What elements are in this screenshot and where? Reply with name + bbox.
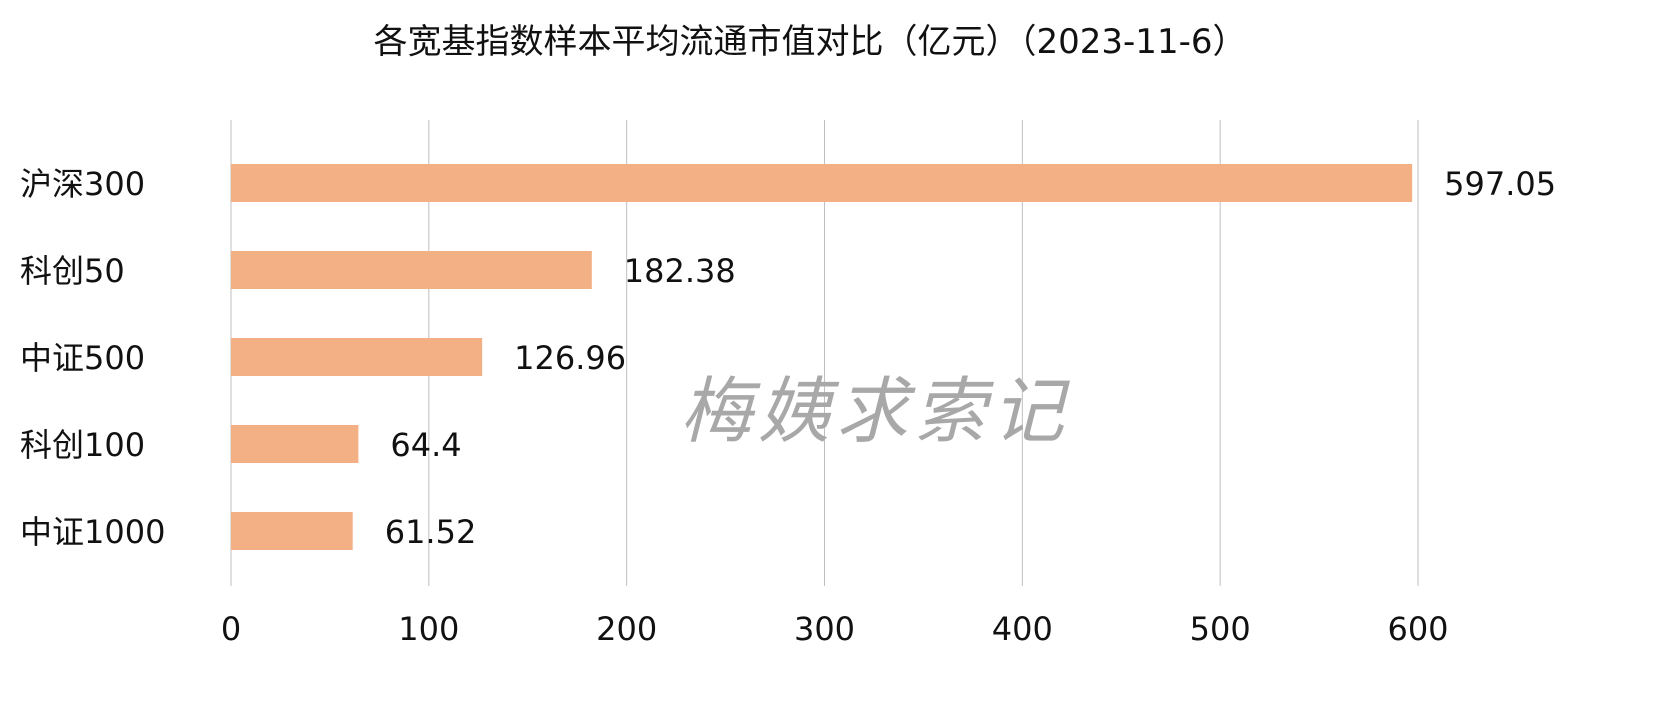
bar [231, 425, 359, 463]
watermark: 梅姨求索记 [680, 369, 1071, 453]
data-label: 64.4 [390, 426, 461, 464]
chart-title: 各宽基指数样本平均流通市值对比（亿元）（2023-11-6） [373, 22, 1247, 62]
y-category-label: 中证500 [20, 339, 145, 377]
bar [231, 251, 592, 289]
y-category-label: 科创50 [20, 252, 125, 290]
data-label: 182.38 [624, 252, 736, 290]
bar [231, 338, 483, 376]
x-tick-label: 300 [794, 610, 855, 648]
x-tick-label: 0 [221, 610, 241, 648]
y-category-label: 科创100 [20, 426, 145, 464]
x-tick-label: 100 [398, 610, 459, 648]
data-label: 61.52 [385, 513, 477, 551]
x-tick-label: 500 [1190, 610, 1251, 648]
x-tick-label: 200 [596, 610, 657, 648]
data-label: 126.96 [514, 339, 626, 377]
y-category-label: 沪深300 [20, 165, 145, 203]
bar [231, 164, 1413, 202]
x-tick-label: 600 [1387, 610, 1448, 648]
y-category-label: 中证1000 [20, 513, 165, 551]
data-label: 597.05 [1444, 165, 1556, 203]
x-tick-label: 400 [992, 610, 1053, 648]
bar [231, 512, 353, 550]
